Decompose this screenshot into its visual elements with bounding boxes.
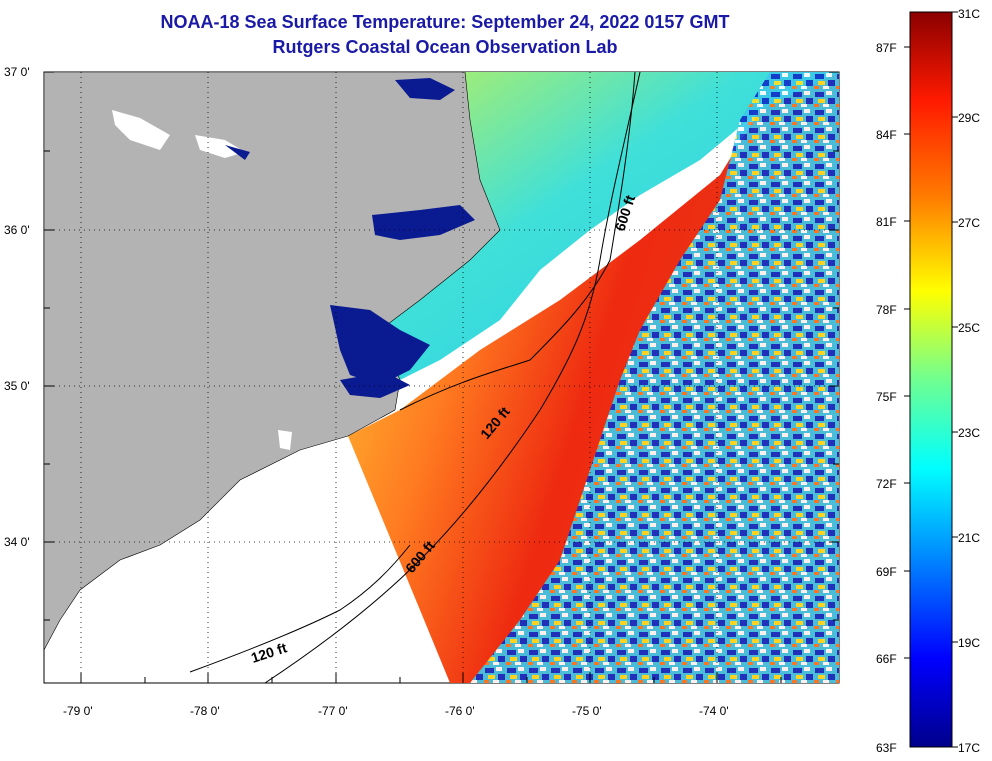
cb-f-69: 69F: [876, 565, 897, 579]
cb-c-25: 25C: [958, 321, 980, 335]
map-title: NOAA-18 Sea Surface Temperature: Septemb…: [160, 12, 730, 32]
graticule: [44, 72, 839, 683]
cb-f-66: 66F: [876, 652, 897, 666]
lon-label-75: -75 0': [572, 704, 602, 718]
cb-c-17: 17C: [958, 741, 980, 755]
cb-c-27: 27C: [958, 216, 980, 230]
cb-c-23: 23C: [958, 426, 980, 440]
colorbar: [909, 11, 953, 748]
lon-label-76: -76 0': [445, 704, 475, 718]
chesapeake-inlet: [395, 78, 455, 100]
pamlico-sound: [330, 305, 430, 385]
lat-label-35: 35 0': [4, 379, 30, 393]
lat-label-37: 37 0': [4, 65, 30, 79]
cb-f-87: 87F: [876, 41, 897, 55]
cb-f-78: 78F: [876, 303, 897, 317]
cb-c-29: 29C: [958, 111, 980, 125]
contour-120ft-south: [189, 544, 411, 673]
inland-lake: [278, 430, 292, 450]
map-subtitle: Rutgers Coastal Ocean Observation Lab: [272, 37, 618, 57]
cool-water-region: [380, 72, 839, 380]
pamlico-river: [340, 372, 410, 398]
cb-c-19: 19C: [958, 636, 980, 650]
cb-c-31: 31C: [958, 7, 980, 21]
lake-gaston: [195, 135, 245, 158]
contour-600ft: [264, 71, 641, 684]
cb-c-21: 21C: [958, 531, 980, 545]
lon-label-74: -74 0': [699, 704, 729, 718]
lon-label-77: -77 0': [318, 704, 348, 718]
cb-f-81: 81F: [876, 215, 897, 229]
lake-gaston-east: [225, 145, 250, 160]
cb-f-84: 84F: [876, 128, 897, 142]
contour-120ft-north: [399, 71, 636, 411]
colorbar-ticks: [904, 11, 958, 748]
axis-ticks: [44, 71, 839, 683]
cb-f-63: 63F: [876, 741, 897, 755]
kerr-lake: [112, 110, 170, 150]
lon-label-78: -78 0': [190, 704, 220, 718]
lon-label-79: -79 0': [63, 704, 93, 718]
lat-label-36: 36 0': [4, 223, 30, 237]
lat-label-34: 34 0': [4, 535, 30, 549]
cb-f-72: 72F: [876, 477, 897, 491]
cb-f-75: 75F: [876, 390, 897, 404]
albemarle-sound: [372, 205, 475, 240]
eddy-field: [470, 72, 839, 683]
